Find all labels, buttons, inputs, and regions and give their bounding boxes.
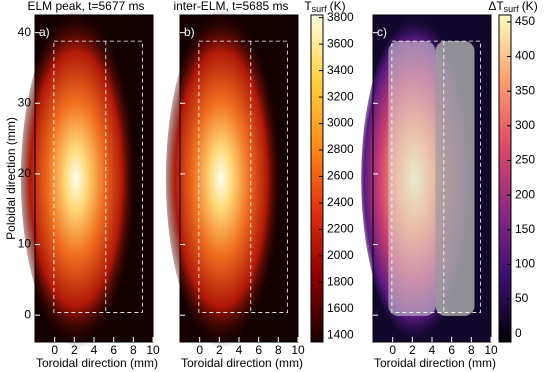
heatmap-glow <box>165 8 289 349</box>
colorbar-tick-label: 3200 <box>327 89 354 103</box>
x-tick-label: 6 <box>110 343 117 357</box>
colorbar-tick-label: 400 <box>515 49 535 63</box>
x-axis-label: Toroidal direction (mm) <box>374 356 496 370</box>
colorbar-tick-label: 1800 <box>327 275 354 289</box>
heatmap <box>20 8 153 349</box>
panel-title: inter-ELM, t=5685 ms <box>173 0 288 13</box>
outline-box <box>391 40 481 313</box>
colorbar-label-unit: (K) <box>522 0 538 13</box>
colorbar-label-main: ΔT <box>488 0 504 13</box>
colorbar-tick-label: 2800 <box>327 142 354 156</box>
panel-title: ELM peak, t=5677 ms <box>27 0 144 13</box>
panel-label: b) <box>184 25 195 39</box>
colorbar-tick-label: 200 <box>515 187 535 201</box>
x-axis-label: Toroidal direction (mm) <box>36 356 158 370</box>
x-tick-label: 0 <box>389 343 396 357</box>
x-tick-label: 8 <box>468 343 475 357</box>
y-axis-label: Poloidal direction (mm) <box>4 117 18 240</box>
x-tick-label: 10 <box>484 343 498 357</box>
y-tick-label: 30 <box>18 95 32 109</box>
colorbar-tick-label: 2200 <box>327 222 354 236</box>
colorbar-tick-label: 1400 <box>327 328 354 342</box>
colorbar-tick-label: 1600 <box>327 301 354 315</box>
colorbar-tick-label: 0 <box>515 326 522 340</box>
surface-overlay <box>435 41 475 316</box>
colorbar-label-sub: surf <box>312 4 328 14</box>
colorbar-label-main: T <box>304 0 312 13</box>
x-tick-label: 4 <box>91 343 98 357</box>
y-tick-label: 40 <box>18 25 32 39</box>
panel-label: a) <box>39 25 50 39</box>
x-tick-label: 10 <box>291 343 305 357</box>
heatmap <box>361 15 491 342</box>
colorbar <box>310 14 324 343</box>
y-tick-label: 0 <box>24 307 31 321</box>
colorbar-tick-label: 3800 <box>327 10 354 24</box>
colorbar-label-sub: surf <box>504 4 520 14</box>
x-tick-label: 6 <box>448 343 455 357</box>
x-tick-label: 2 <box>409 343 416 357</box>
colorbar-tick-label: 3400 <box>327 63 354 77</box>
colorbar-tick-label: 2400 <box>327 195 354 209</box>
y-tick-label: 10 <box>18 237 32 251</box>
colorbar-tick-label: 300 <box>515 118 535 132</box>
x-tick-label: 2 <box>216 343 223 357</box>
x-axis-label: Toroidal direction (mm) <box>181 356 303 370</box>
x-tick-label: 6 <box>255 343 262 357</box>
colorbar-tick-label: 450 <box>515 14 535 28</box>
colorbar-tick-label: 2000 <box>327 248 354 262</box>
outline-box <box>198 40 288 313</box>
y-tick-label: 20 <box>18 166 32 180</box>
heatmap <box>165 8 298 349</box>
surface-overlay <box>388 41 436 316</box>
x-tick-label: 2 <box>71 343 78 357</box>
x-tick-label: 0 <box>196 343 203 357</box>
x-tick-label: 8 <box>275 343 282 357</box>
colorbar <box>498 14 512 343</box>
colorbar-label: ΔTsurf (K) <box>488 0 537 14</box>
colorbar-label: Tsurf (K) <box>304 0 345 14</box>
colorbar-tick-label: 3000 <box>327 116 354 130</box>
x-tick-label: 0 <box>51 343 58 357</box>
x-tick-label: 8 <box>130 343 137 357</box>
x-tick-label: 4 <box>429 343 436 357</box>
outline-box <box>53 40 143 313</box>
panel-label: c) <box>377 25 387 39</box>
colorbar-label-unit: (K) <box>330 0 346 13</box>
colorbar-tick-label: 150 <box>515 222 535 236</box>
colorbar-tick-label: 100 <box>515 257 535 271</box>
colorbar-tick-label: 2600 <box>327 169 354 183</box>
colorbar-tick-label: 350 <box>515 83 535 97</box>
heatmap-glow <box>20 8 144 349</box>
x-tick-label: 4 <box>236 343 243 357</box>
colorbar-tick-label: 250 <box>515 153 535 167</box>
colorbar-tick-label: 3600 <box>327 36 354 50</box>
colorbar-tick-label: 50 <box>515 291 529 305</box>
x-tick-label: 10 <box>146 343 160 357</box>
